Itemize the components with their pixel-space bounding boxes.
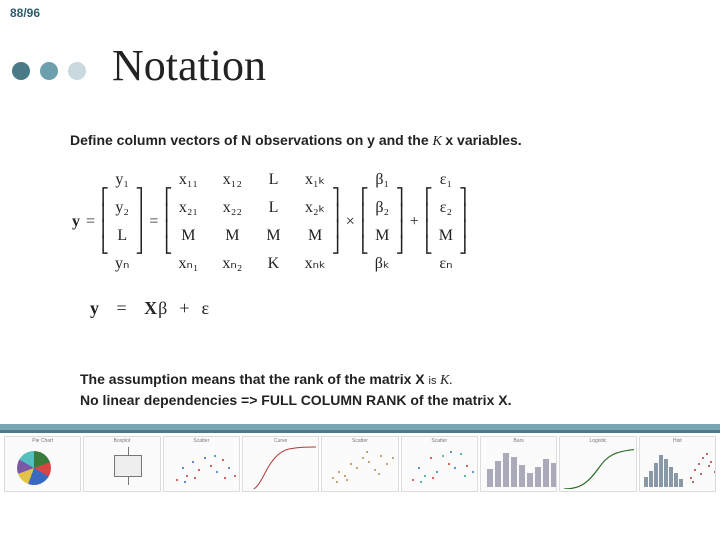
page-counter: 88/96	[10, 6, 40, 20]
divider-bar	[0, 424, 720, 433]
y-entry: yₙ	[115, 254, 129, 274]
thumb-boxplot: Boxplot	[83, 436, 160, 492]
y2: y	[90, 298, 100, 318]
X2: X	[144, 298, 158, 318]
eps2: ε	[201, 298, 210, 318]
beta2: β	[158, 298, 168, 318]
bracket-icon	[361, 190, 369, 254]
divider-band-2	[0, 430, 720, 433]
bracket-icon	[101, 190, 109, 254]
title-dots	[12, 62, 86, 80]
boxplot-icon	[114, 455, 142, 477]
matrix-equation: y = y₁ y₂ L yₙ = x₁₁ x₂₁ M xₙ₁	[72, 168, 680, 276]
eps-vector: ε₁ ε₂ M εₙ	[425, 168, 467, 276]
thumb-hist-scatter: Hist	[639, 436, 716, 492]
eq-1: =	[86, 213, 95, 231]
bracket-icon	[135, 190, 143, 254]
thumb-scatter-3: Scatter	[401, 436, 478, 492]
times-symbol: ×	[346, 213, 355, 231]
y-entry: L	[115, 226, 129, 246]
intro-text: Define column vectors of N observations …	[70, 132, 690, 150]
thumb-scatter-1: Scatter	[163, 436, 240, 492]
thumbnail-strip: Pie Chart Boxplot Scatter Curve Scatter …	[4, 436, 716, 492]
slide-title: Notation	[112, 40, 266, 91]
thumb-pie-chart: Pie Chart	[4, 436, 81, 492]
bracket-icon	[425, 190, 433, 254]
bracket-icon	[164, 190, 172, 254]
thumb-curve-1: Curve	[242, 436, 319, 492]
curve-icon	[562, 445, 633, 489]
eq3: =	[117, 298, 128, 318]
bracket-icon	[332, 190, 340, 254]
assump-l2: No linear dependencies => FULL COLUMN RA…	[80, 392, 511, 408]
assumption-text: The assumption means that the rank of th…	[80, 370, 690, 410]
bracket-icon	[459, 190, 467, 254]
y-entries: y₁ y₂ L yₙ	[109, 168, 135, 276]
y-symbol: y	[72, 213, 80, 231]
y-vector: y₁ y₂ L yₙ	[101, 168, 143, 276]
slide: 88/96 Notation Define column vectors of …	[0, 0, 720, 540]
assump-K: K.	[436, 373, 452, 388]
y-entry: y₂	[115, 198, 129, 218]
dot-1	[12, 62, 30, 80]
bracket-icon	[396, 190, 404, 254]
x-matrix: x₁₁ x₂₁ M xₙ₁ x₁₂ x₂₂ M xₙ₂ L L M K	[164, 168, 339, 276]
curve-icon	[245, 445, 316, 489]
intro-k: K	[433, 134, 446, 149]
thumb-bars: Bars	[480, 436, 557, 492]
y-entry: y₁	[115, 170, 129, 190]
intro-before: Define column vectors of N observations …	[70, 132, 433, 148]
beta-vector: β₁ β₂ M βₖ	[361, 168, 404, 276]
pie-icon	[17, 451, 51, 485]
intro-after: x variables.	[445, 132, 521, 148]
x-cols: x₁₁ x₂₁ M xₙ₁ x₁₂ x₂₂ M xₙ₂ L L M K	[172, 168, 331, 276]
thumb-curve-2: Logistic	[559, 436, 636, 492]
dot-3	[68, 62, 86, 80]
assump-l1a: The assumption means that the rank of th…	[80, 371, 429, 387]
thumb-scatter-2: Scatter	[321, 436, 398, 492]
plus-symbol: +	[410, 213, 419, 231]
compact-equation: y = Xβ + ε	[90, 298, 210, 319]
plus2: +	[179, 298, 190, 318]
dot-2	[40, 62, 58, 80]
eq-2: =	[149, 213, 158, 231]
